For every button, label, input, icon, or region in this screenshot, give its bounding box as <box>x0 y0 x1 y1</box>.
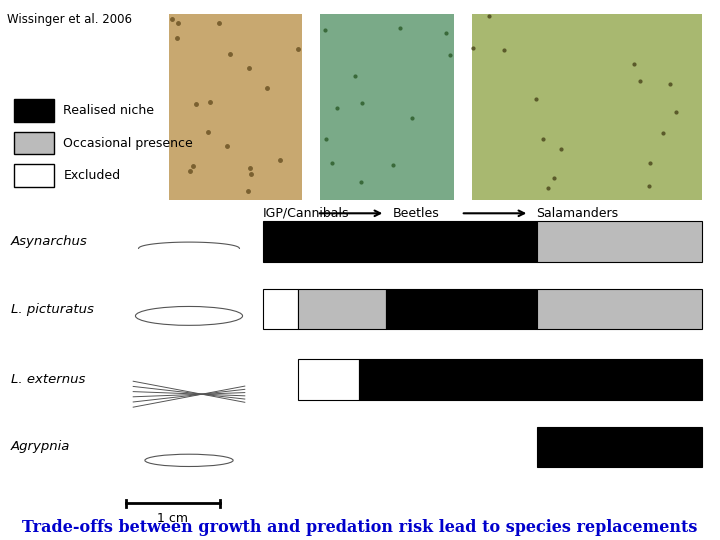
Text: Wissinger et al. 2006: Wissinger et al. 2006 <box>7 14 132 26</box>
Text: Vernal: Vernal <box>277 228 317 241</box>
Text: Trade-offs between growth and predation risk lead to species replacements: Trade-offs between growth and predation … <box>22 519 698 536</box>
Bar <box>472 14 702 200</box>
Text: Autumnal: Autumnal <box>392 228 453 241</box>
Bar <box>320 14 454 200</box>
Text: Permanent: Permanent <box>536 228 604 241</box>
Bar <box>263 289 298 329</box>
Text: Beetles: Beetles <box>392 207 439 220</box>
Bar <box>359 359 702 400</box>
Text: Realised niche: Realised niche <box>63 104 154 117</box>
Bar <box>537 289 702 329</box>
Bar <box>537 427 702 467</box>
Text: Excluded: Excluded <box>63 169 120 182</box>
Text: Occasional presence: Occasional presence <box>63 137 193 150</box>
Bar <box>298 289 386 329</box>
Text: L. externus: L. externus <box>11 373 85 386</box>
Bar <box>386 289 537 329</box>
Text: IGP/Cannibals: IGP/Cannibals <box>263 207 349 220</box>
Text: L. picturatus: L. picturatus <box>11 302 94 316</box>
Bar <box>537 221 702 262</box>
Bar <box>14 99 54 122</box>
Bar <box>263 221 537 262</box>
Text: Salamanders: Salamanders <box>536 207 618 220</box>
Bar <box>298 359 359 400</box>
Bar <box>169 14 302 200</box>
Text: 1 cm: 1 cm <box>157 512 189 525</box>
Text: Asynarchus: Asynarchus <box>11 235 88 248</box>
Bar <box>14 132 54 154</box>
Bar <box>14 164 54 187</box>
Text: Agrypnia: Agrypnia <box>11 440 70 454</box>
